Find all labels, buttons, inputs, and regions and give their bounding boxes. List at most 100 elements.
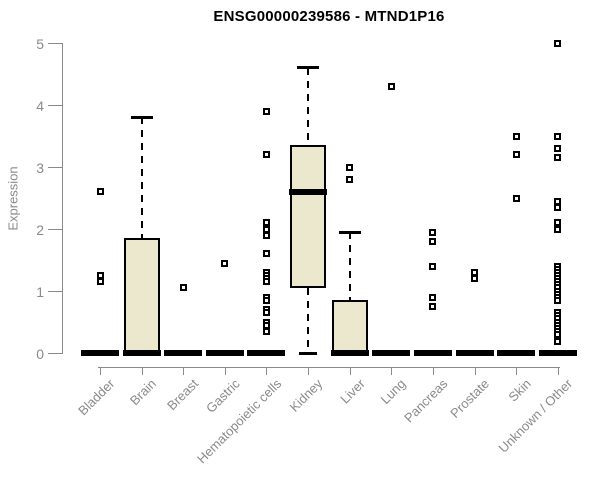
lower-whisker-cap [299,351,318,355]
x-tick-label: Unknown / Other [495,376,576,456]
outlier-point [262,321,270,329]
x-axis-tick [100,367,101,375]
x-tick-label: Prostate [447,376,493,421]
y-axis-tick [48,105,62,106]
y-axis-tick [48,291,62,292]
y-axis-tick [48,167,62,168]
x-tick-label: Kidney [287,376,326,415]
outlier-point [554,144,562,152]
x-axis-tick [391,367,393,375]
y-axis-tick [48,43,62,44]
x-axis-tick [432,367,434,375]
x-axis-tick [266,367,268,375]
x-tick-label: Bladder [75,376,118,419]
box [290,145,327,288]
x-axis-tick [141,367,143,375]
y-tick-label: 1 [36,283,44,300]
outlier-point [262,219,270,227]
x-axis-tick [349,367,351,375]
x-axis-tick [516,367,518,375]
outlier-point [429,303,437,310]
upper-whisker [140,117,143,239]
x-tick-label: Pancreas [401,376,451,426]
chart-title: ENSG00000239586 - MTND1P16 [213,8,445,25]
median-line [81,350,119,356]
outlier-point [512,132,520,140]
x-axis-tick [474,367,476,375]
outlier-point [554,132,562,140]
box [331,300,368,353]
upper-whisker [348,232,351,301]
x-tick-label: Breast [163,376,201,414]
outlier-point [512,194,520,202]
outlier-point [262,309,270,317]
outlier-point [346,175,354,183]
y-tick-label: 5 [36,35,44,52]
x-tick-label: Skin [505,376,534,405]
x-tick-label: Brain [127,376,160,409]
outlier-point [387,82,395,90]
median-line [455,350,494,356]
x-axis-tick [557,367,559,375]
x-axis-line [98,367,560,368]
outlier-point [471,275,479,283]
median-line [205,350,244,356]
outlier-point [262,327,270,335]
median-line [538,350,577,356]
lower-whisker [307,287,310,353]
y-tick-label: 3 [36,159,44,176]
y-axis-title: Expression [0,43,26,353]
outlier-point [262,278,270,286]
outlier-point [96,188,104,196]
median-line [330,350,369,356]
upper-whisker-cap [297,66,320,70]
x-tick-label: Gastric [202,376,243,416]
outlier-point [429,293,437,301]
outlier-point [554,154,562,162]
outlier-point [262,250,270,258]
upper-whisker [307,67,310,146]
outlier-point [179,284,187,292]
outlier-point [554,225,562,233]
x-tick-label: Liver [336,376,368,407]
outlier-point [262,225,270,233]
median-line [497,350,536,356]
outlier-point [346,163,354,171]
y-tick-label: 4 [36,97,44,114]
outlier-point [429,228,437,236]
x-tick-label: Lung [377,376,409,408]
outlier-point [262,151,270,159]
outlier-point [221,259,229,267]
upper-whisker-cap [130,115,153,119]
outlier-point [554,219,562,227]
x-axis-tick [183,367,185,375]
box [123,238,160,353]
y-axis-tick [48,353,62,354]
y-axis-line [62,43,63,354]
outlier-point [554,39,562,47]
median-line [413,350,452,356]
outlier-point [429,237,437,245]
outlier-point [96,278,104,286]
outlier-point [96,272,104,279]
median-line [164,350,203,356]
median-line [122,350,161,356]
y-tick-label: 2 [36,221,44,238]
median-line [247,350,286,356]
outlier-point [262,296,270,304]
median-line [372,350,411,356]
outlier-point [512,151,520,159]
x-axis-tick [308,367,310,375]
outlier-point [554,338,562,346]
outlier-point [429,262,437,270]
outlier-point [554,197,562,205]
y-axis-title-text: Expression [5,165,21,231]
upper-whisker-cap [338,230,361,234]
median-line [289,188,328,195]
y-tick-label: 0 [36,345,44,362]
outlier-point [554,203,562,211]
x-axis-tick [224,367,226,375]
outlier-point [471,268,479,276]
outlier-point [554,296,562,304]
